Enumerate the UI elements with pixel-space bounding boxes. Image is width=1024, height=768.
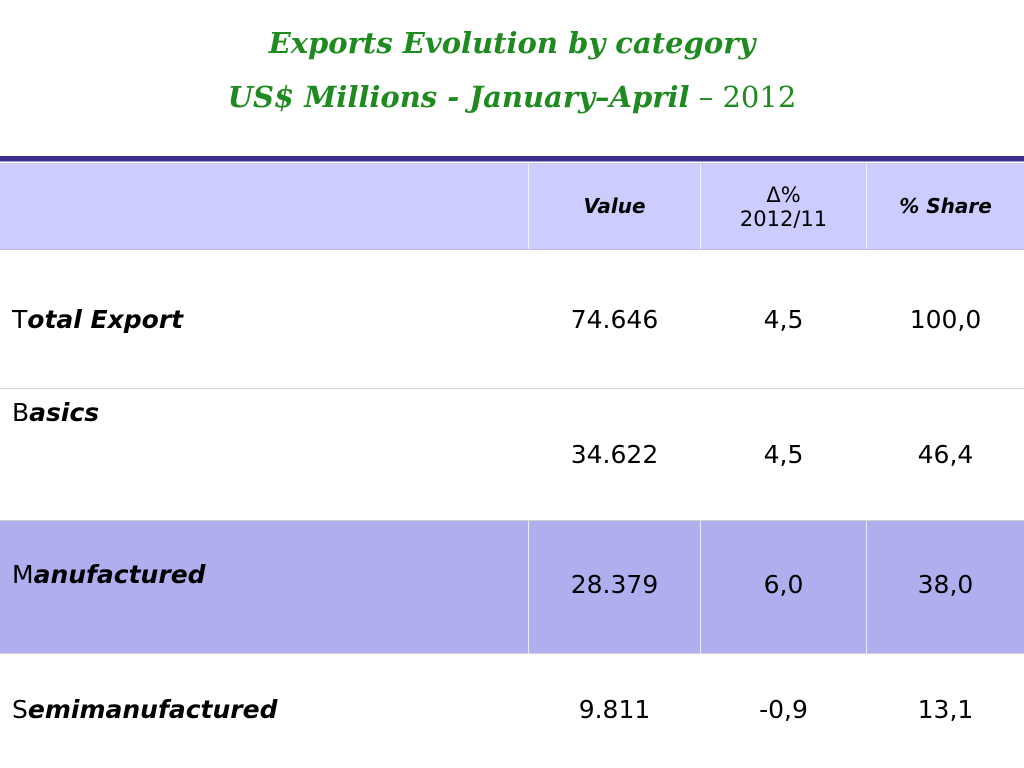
column-divider: [700, 250, 701, 388]
cell-share: 13,1: [917, 695, 974, 724]
cell-change: 4,5: [763, 440, 804, 469]
subtitle-main: US$ Millions - January–April: [227, 80, 690, 114]
cell-value: 34.622: [570, 440, 659, 469]
cell-value: 74.646: [570, 305, 659, 334]
subtitle-year: 2012: [722, 80, 797, 114]
row-label-rest: anufactured: [33, 560, 206, 589]
table-top-rule: [0, 156, 1024, 162]
column-divider: [528, 389, 529, 520]
row-label-initial: B: [12, 398, 30, 427]
column-divider: [700, 654, 701, 768]
column-divider: [528, 521, 529, 653]
column-divider: [700, 389, 701, 520]
column-divider: [528, 250, 529, 388]
row-label: Manufactured: [12, 560, 206, 589]
header-change-symbol: Δ%: [766, 183, 801, 207]
header-share: % Share: [899, 194, 992, 218]
cell-value: 28.379: [570, 570, 659, 599]
subtitle-separator: –: [689, 80, 723, 114]
header-change: Δ% 2012/11: [701, 183, 866, 231]
row-label-rest: emimanufactured: [27, 695, 278, 724]
row-label-rest: asics: [29, 398, 100, 427]
header-change-period: 2012/11: [739, 207, 828, 231]
row-label: Semimanufactured: [12, 695, 277, 724]
column-divider: [866, 163, 867, 249]
row-label: Total Export: [12, 305, 183, 334]
row-label: Basics: [12, 398, 99, 427]
row-label-initial: T: [12, 305, 28, 334]
cell-share: 100,0: [909, 305, 982, 334]
table-row: Basics 34.622 4,5 46,4: [0, 389, 1024, 521]
row-label-initial: S: [12, 695, 28, 724]
row-label-rest: otal Export: [27, 305, 184, 334]
column-divider: [700, 521, 701, 653]
column-divider: [700, 163, 701, 249]
page-subtitle: US$ Millions - January–April – 2012: [0, 80, 1024, 114]
cell-change: 6,0: [763, 570, 804, 599]
column-divider: [866, 521, 867, 653]
column-divider: [866, 654, 867, 768]
table-row-highlighted: Manufactured 28.379 6,0 38,0: [0, 521, 1024, 654]
cell-change: 4,5: [763, 305, 804, 334]
cell-share: 38,0: [917, 570, 974, 599]
row-label-initial: M: [12, 560, 34, 589]
column-divider: [866, 250, 867, 388]
column-divider: [528, 163, 529, 249]
header-value: Value: [583, 194, 646, 218]
column-divider: [528, 654, 529, 768]
page-title: Exports Evolution by category: [268, 26, 756, 60]
table-row: Total Export 74.646 4,5 100,0: [0, 250, 1024, 389]
cell-value: 9.811: [578, 695, 651, 724]
table-header-row: Value Δ% 2012/11 % Share: [0, 163, 1024, 250]
table-row: Semimanufactured 9.811 -0,9 13,1: [0, 654, 1024, 768]
cell-share: 46,4: [917, 440, 974, 469]
column-divider: [866, 389, 867, 520]
cell-change: -0,9: [759, 695, 808, 724]
